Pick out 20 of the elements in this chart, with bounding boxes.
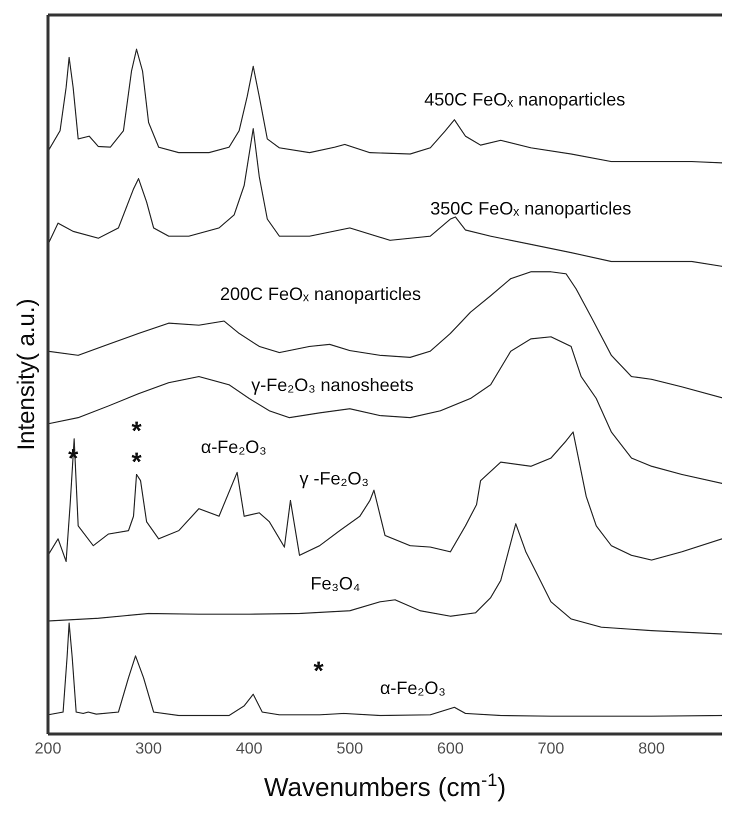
x-tick-label: 200 bbox=[34, 740, 62, 758]
y-axis-title: Intensity( a.u.) bbox=[13, 298, 40, 451]
x-axis-title: Wavenumbers (cm$^{-1}$) bbox=[264, 770, 506, 802]
x-tick-label: 700 bbox=[538, 740, 564, 758]
series-label: 350C FeOₓ nanoparticles bbox=[430, 198, 632, 218]
series-label: γ-Fe₂O₃ nanosheets bbox=[251, 374, 414, 395]
x-tick-label: 500 bbox=[336, 740, 364, 758]
x-tick-label: 300 bbox=[135, 740, 162, 758]
x-tick-label: 400 bbox=[236, 740, 263, 758]
x-tick-label: 800 bbox=[638, 740, 666, 758]
annotation: * bbox=[131, 416, 142, 446]
annotation: * bbox=[314, 655, 325, 686]
annotation: α-Fe₂O₃ bbox=[200, 436, 267, 457]
series-label: γ -Fe₂O₃ bbox=[299, 468, 369, 488]
series-label: 450C FeOₓ nanoparticles bbox=[424, 89, 626, 110]
series-label: α-Fe₂O₃ bbox=[380, 678, 446, 698]
annotation: * bbox=[131, 446, 142, 476]
series-label: 200C FeOₓ nanoparticles bbox=[220, 284, 422, 304]
series-label: Fe₃O₄ bbox=[310, 573, 360, 594]
x-tick-label: 600 bbox=[437, 740, 464, 758]
